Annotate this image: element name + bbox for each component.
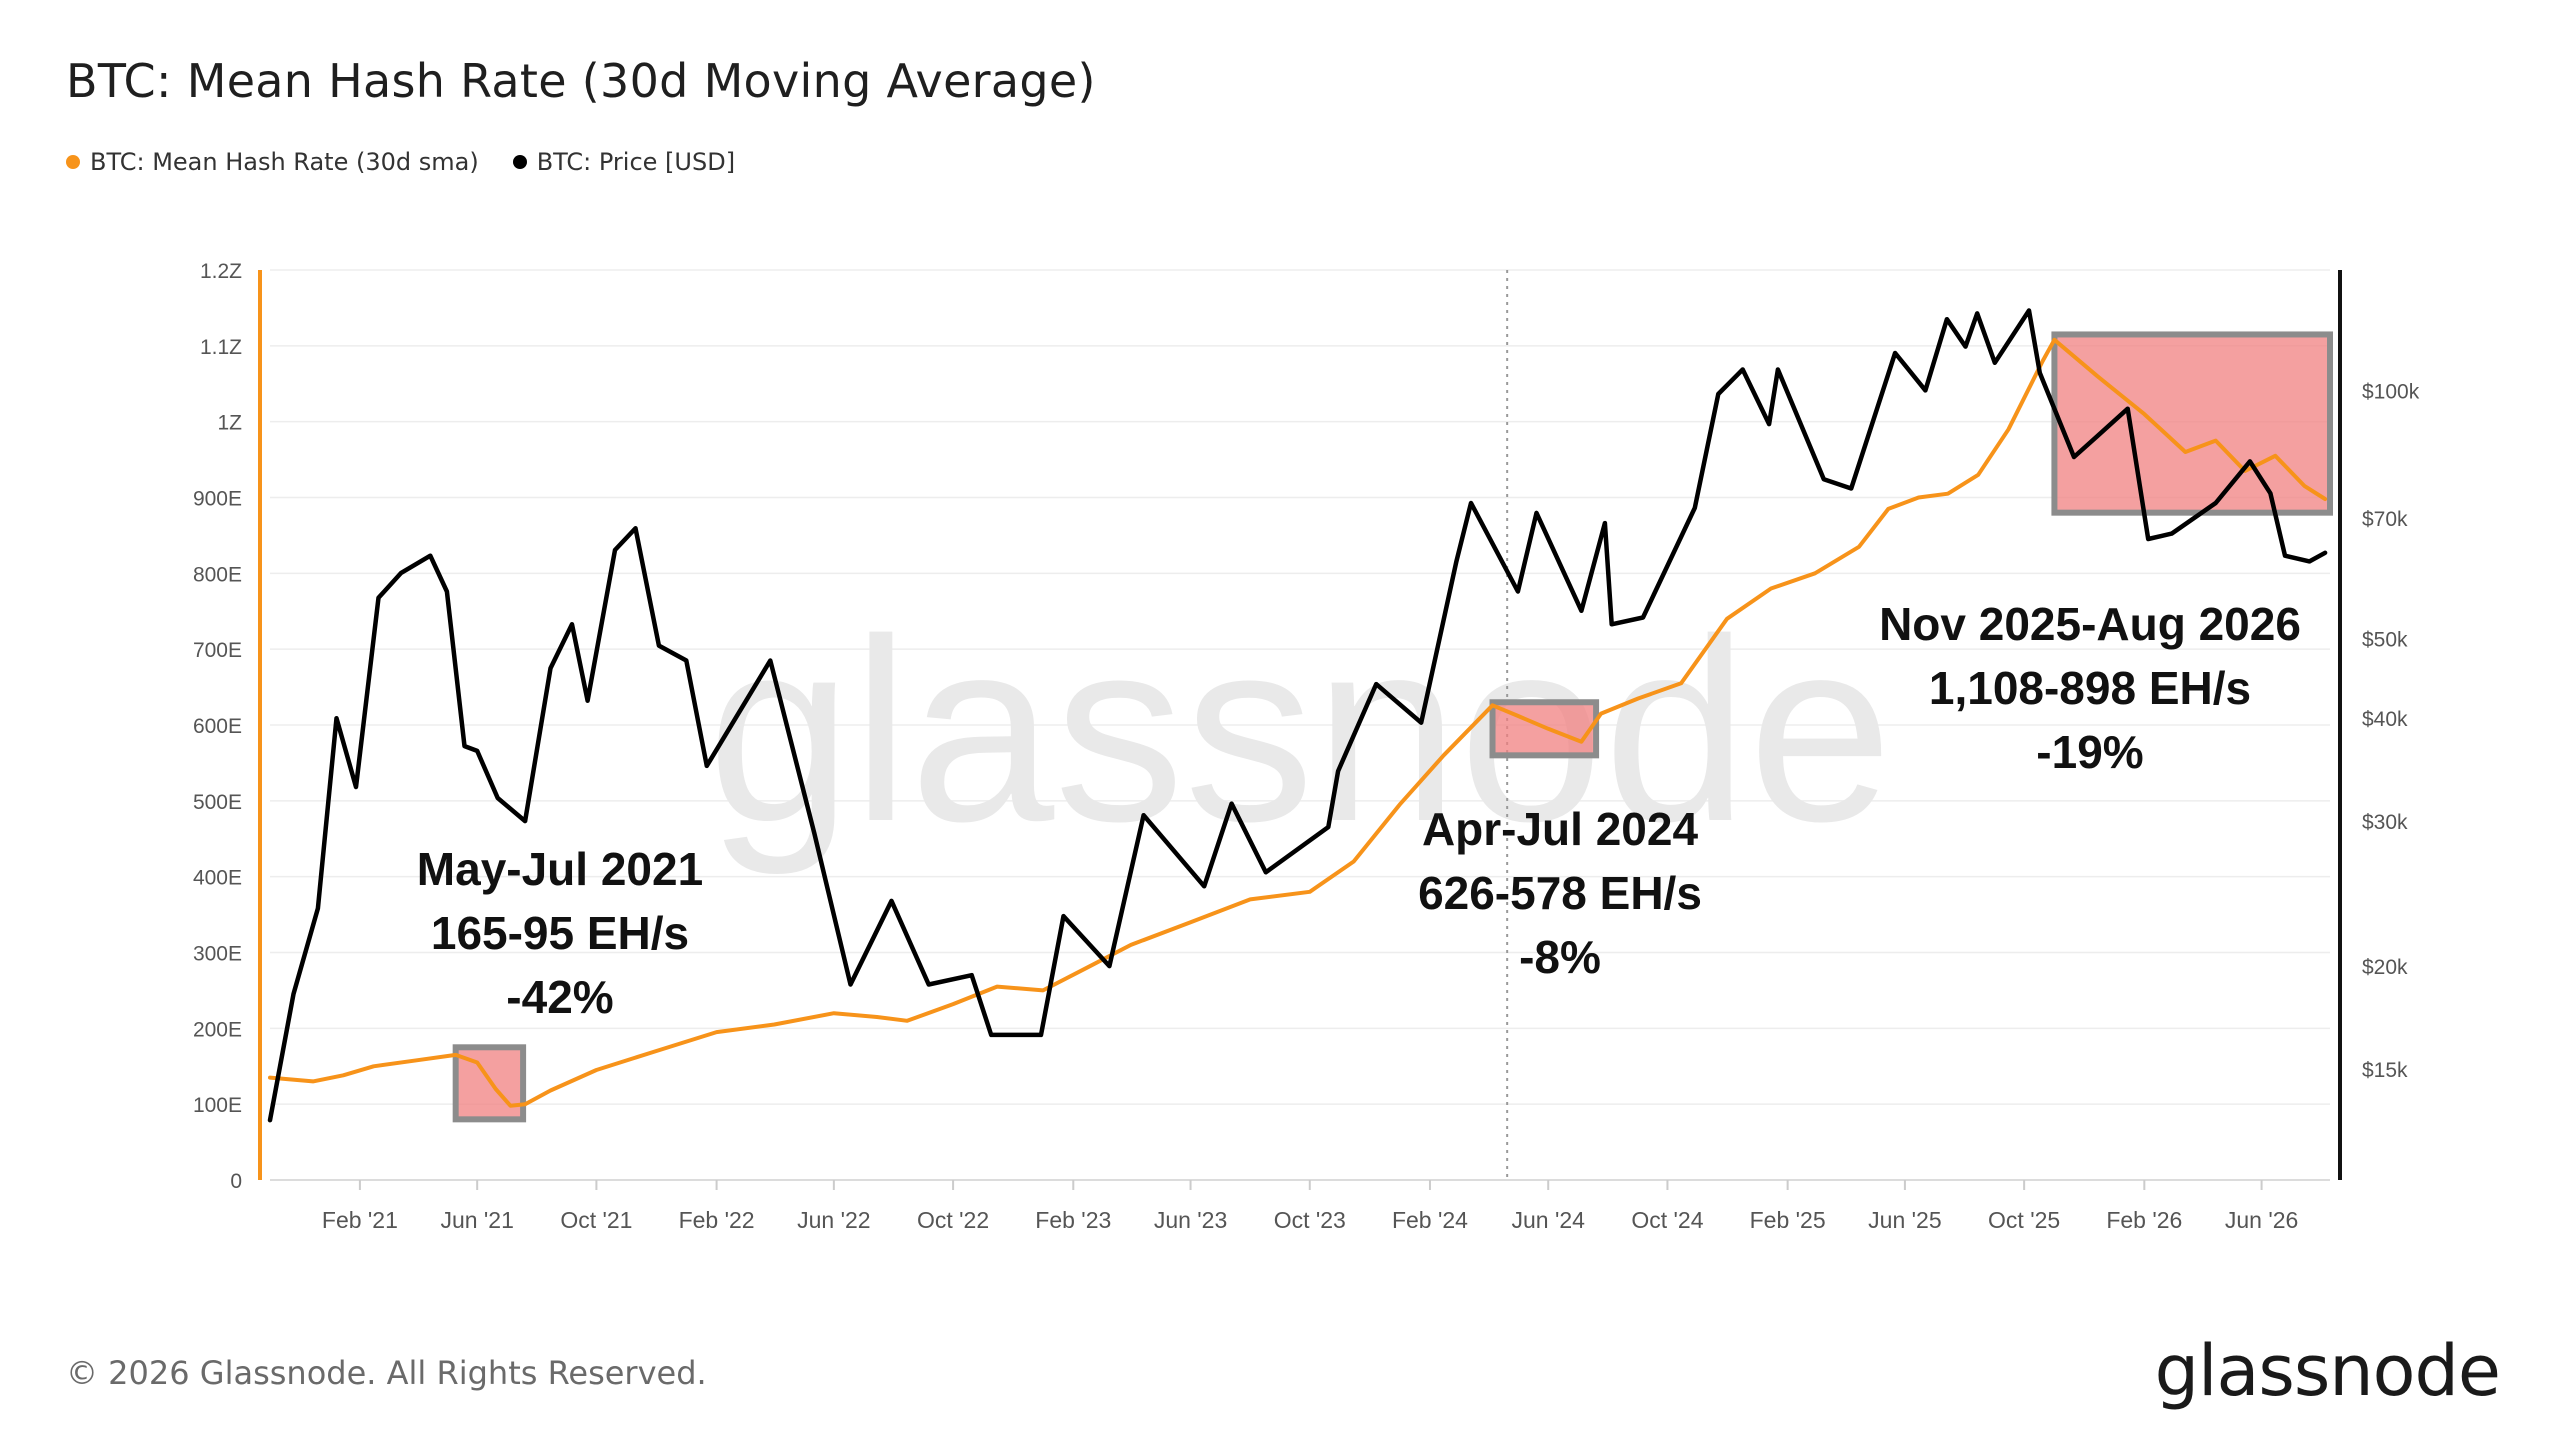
price-line [267, 308, 2328, 1123]
x-tick-label: Oct '23 [1274, 1207, 1346, 1233]
axes: 0 100E 200E 300E 400E 500E 600E 700E 800E 900E 1Z 1… [193, 260, 2420, 1233]
legend: BTC: Mean Hash Rate (30d sma) BTC: Price… [66, 148, 735, 176]
annotation-text: -42% [506, 971, 613, 1023]
legend-label-hashrate: BTC: Mean Hash Rate (30d sma) [90, 148, 479, 176]
highlight-boxes [452, 331, 2333, 1123]
legend-dot-price [512, 155, 527, 169]
legend-item-price[interactable]: BTC: Price [USD] [512, 148, 736, 176]
annotations: May-Jul 2021 165-95 EH/s -42% Apr-Jul 2024 6… [417, 598, 2301, 1023]
series-group [267, 308, 2328, 1123]
left-tick-label: 200E [193, 1018, 242, 1041]
annotation-text: -8% [1519, 931, 1601, 983]
annotation-text: 1,108-898 EH/s [1929, 662, 2251, 714]
left-tick-label: 1.1Z [200, 336, 242, 359]
annotation-text: Apr-Jul 2024 [1422, 803, 1699, 855]
right-tick-label: $20k [2362, 956, 2408, 979]
brand-logo: glassnode [2154, 1330, 2501, 1412]
left-tick-label: 600E [193, 715, 242, 738]
highlight-box [2051, 331, 2333, 516]
left-tick-label: 500E [193, 791, 242, 814]
right-tick-label: $15k [2362, 1059, 2408, 1082]
x-tick-label: Jun '22 [797, 1207, 870, 1233]
x-tick-label: Jun '23 [1154, 1207, 1227, 1233]
legend-label-price: BTC: Price [USD] [536, 148, 736, 176]
left-tick-label: 900E [193, 488, 242, 511]
left-tick-label: 100E [193, 1094, 242, 1117]
copyright-footer: © 2026 Glassnode. All Rights Reserved. [66, 1354, 707, 1392]
x-tick-label: Oct '24 [1631, 1207, 1703, 1233]
x-tick-label: Oct '22 [917, 1207, 989, 1233]
left-tick-label: 700E [193, 639, 242, 662]
hashrate-line [268, 337, 2328, 1108]
x-tick-label: Feb '24 [1392, 1207, 1468, 1233]
left-tick-label: 1Z [217, 412, 242, 435]
chart-title: BTC: Mean Hash Rate (30d Moving Average) [66, 54, 1096, 108]
left-tick-label: 0 [230, 1170, 242, 1193]
left-tick-label: 1.2Z [200, 260, 242, 283]
annotation-text: 165-95 EH/s [431, 907, 689, 959]
annotation-text: 626-578 EH/s [1418, 867, 1702, 919]
legend-dot-hashrate [66, 155, 80, 169]
left-tick-label: 300E [193, 943, 242, 966]
right-tick-label: $70k [2362, 508, 2408, 531]
annotation-text: Nov 2025-Aug 2026 [1879, 598, 2301, 650]
x-tick-label: Feb '26 [2106, 1207, 2182, 1233]
x-tick-label: Oct '25 [1988, 1207, 2060, 1233]
watermark: glassnode [707, 586, 1892, 877]
left-tick-label: 800E [193, 563, 242, 586]
right-tick-label: $40k [2362, 708, 2408, 731]
x-tick-label: Jun '25 [1868, 1207, 1941, 1233]
x-tick-label: Jun '26 [2225, 1207, 2298, 1233]
x-tick-label: Feb '21 [322, 1207, 398, 1233]
x-tick-label: Feb '23 [1035, 1207, 1111, 1233]
x-tick-label: Jun '24 [1511, 1207, 1585, 1233]
annotation-text: -19% [2036, 726, 2143, 778]
right-tick-label: $100k [2362, 380, 2420, 403]
right-tick-label: $50k [2362, 628, 2408, 651]
right-tick-label: $30k [2362, 811, 2408, 834]
x-tick-label: Oct '21 [560, 1207, 632, 1233]
x-tick-label: Feb '22 [679, 1207, 755, 1233]
annotation-text: May-Jul 2021 [417, 843, 703, 895]
x-tick-label: Jun '21 [440, 1207, 513, 1233]
x-tick-label: Feb '25 [1750, 1207, 1826, 1233]
legend-item-hashrate[interactable]: BTC: Mean Hash Rate (30d sma) [66, 148, 479, 176]
left-tick-label: 400E [193, 867, 242, 890]
